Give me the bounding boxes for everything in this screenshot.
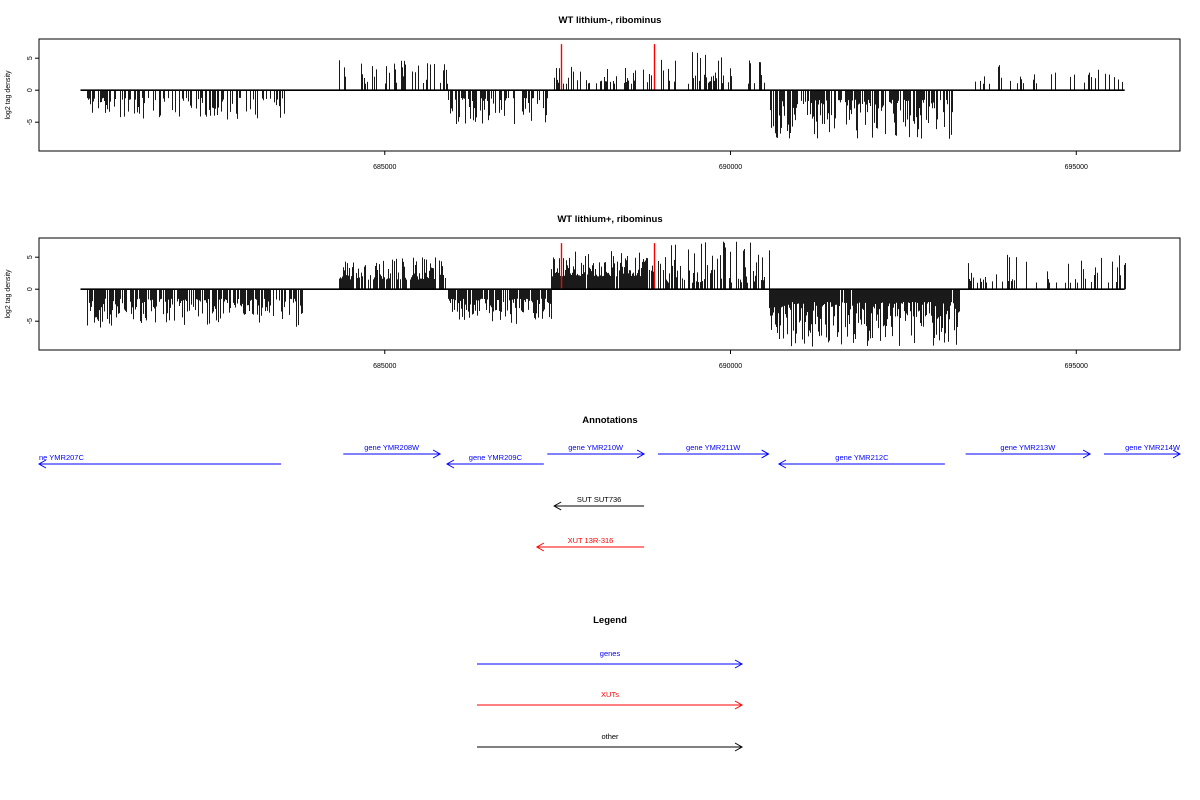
arrow-head	[553, 501, 562, 511]
arrow-head	[734, 742, 744, 752]
feature-arrow: gene YMR209C	[445, 453, 544, 469]
track-title: WT lithium+, ribominus	[557, 214, 662, 225]
feature-arrow: gene YMR210W	[547, 443, 646, 459]
feature-label: gene YMR214W	[1125, 443, 1181, 452]
y-tick-label: 0	[27, 88, 34, 92]
feature-label: gene YMR212C	[835, 453, 889, 462]
arrow-head	[37, 459, 47, 469]
legend-entry: other	[477, 732, 744, 752]
y-tick-label: -5	[27, 119, 34, 125]
density-bars	[80, 44, 1125, 139]
arrow-head	[1082, 449, 1092, 459]
x-tick-label: 685000	[373, 164, 396, 171]
legend-entry: XUTs	[477, 690, 744, 710]
legend-entries: genes XUTs other	[477, 649, 744, 752]
feature-label: gene YMR213W	[1000, 443, 1056, 452]
arrow-head	[761, 449, 770, 459]
y-axis: -5 0 5	[27, 56, 39, 125]
density-bars	[80, 241, 1126, 347]
feature-label: SUT SUT736	[577, 495, 621, 504]
y-axis-label: log2 tag density	[5, 269, 12, 319]
legend-label: other	[601, 732, 619, 741]
feature-label: gene YMR209C	[469, 453, 523, 462]
arrow-head	[445, 459, 455, 469]
feature-arrow: ne YMR207C	[37, 453, 282, 469]
arrow-head	[535, 542, 545, 552]
arrow-head	[1172, 449, 1182, 459]
track-title: WT lithium-, ribominus	[559, 15, 662, 26]
track-panel-lithium-plus: WT lithium+, ribominus log2 tag density …	[5, 214, 1181, 370]
arrow-head	[636, 449, 646, 459]
y-axis: -5 0 5	[27, 255, 39, 324]
feature-arrow: SUT SUT736	[553, 495, 645, 511]
annotations-track: Annotations ne YMR207C gene YMR208W gene Y…	[37, 415, 1182, 552]
arrow-head	[734, 659, 744, 669]
x-tick-label: 690000	[719, 363, 742, 370]
arrow-head	[734, 700, 744, 710]
feature-label: ne YMR207C	[39, 453, 84, 462]
feature-label: XUT 13R-316	[568, 536, 614, 545]
y-axis-label: log2 tag density	[5, 70, 12, 120]
legend-title: Legend	[593, 615, 627, 626]
legend-label: XUTs	[601, 690, 619, 699]
plot-frame	[38, 38, 1181, 152]
legend: Legend genes XUTs other	[477, 615, 744, 752]
track-panel-lithium-minus: WT lithium-, ribominus log2 tag density …	[5, 15, 1181, 171]
y-tick-label: 5	[27, 56, 34, 60]
x-axis: 685000 690000 695000	[373, 151, 1088, 171]
annotation-features: ne YMR207C gene YMR208W gene YMR209C gene Y…	[37, 443, 1182, 552]
feature-arrow: gene YMR211W	[657, 443, 770, 459]
feature-label: gene YMR210W	[568, 443, 624, 452]
arrow-head	[777, 459, 787, 469]
x-tick-label: 685000	[373, 363, 396, 370]
annotations-title: Annotations	[582, 415, 637, 426]
arrow-head	[432, 449, 442, 459]
feature-arrow: XUT 13R-316	[535, 536, 645, 552]
legend-entry: genes	[477, 649, 744, 669]
y-tick-label: -5	[27, 318, 34, 324]
legend-label: genes	[600, 649, 621, 658]
feature-arrow: gene YMR213W	[965, 443, 1092, 459]
y-tick-label: 5	[27, 255, 34, 259]
feature-arrow: gene YMR214W	[1103, 443, 1182, 459]
feature-label: gene YMR208W	[364, 443, 420, 452]
x-axis: 685000 690000 695000	[373, 350, 1088, 370]
x-tick-label: 695000	[1065, 164, 1088, 171]
feature-label: gene YMR211W	[686, 443, 741, 452]
plot-frame	[38, 237, 1181, 351]
feature-arrow: gene YMR212C	[777, 453, 945, 469]
y-tick-label: 0	[27, 287, 34, 291]
feature-arrow: gene YMR208W	[343, 443, 442, 459]
x-tick-label: 690000	[719, 164, 742, 171]
x-tick-label: 695000	[1065, 363, 1088, 370]
